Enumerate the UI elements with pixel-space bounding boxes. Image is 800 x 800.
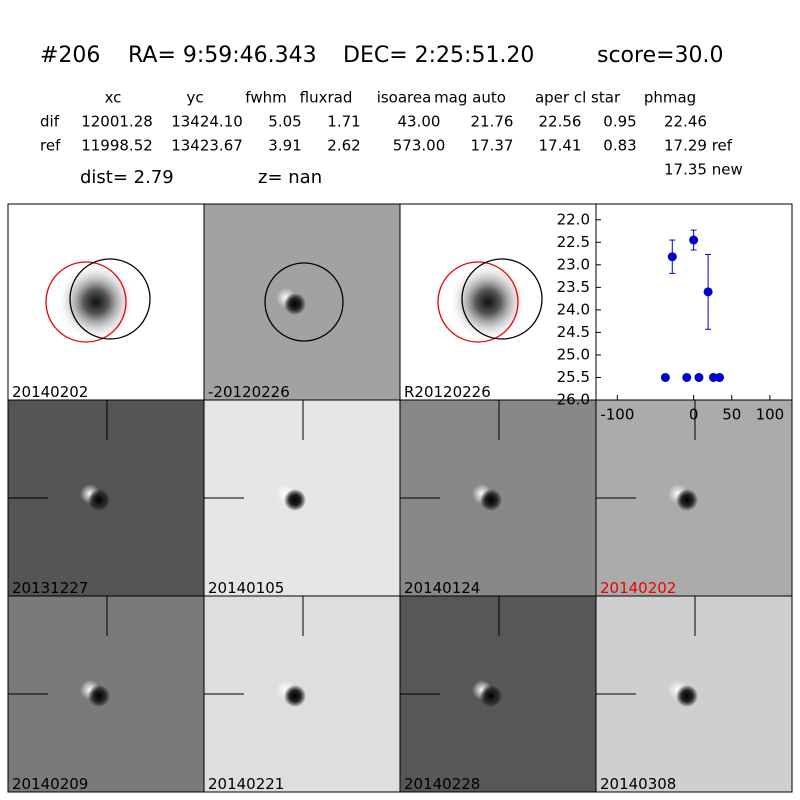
residual xyxy=(284,489,306,511)
x-tick-label: 0 xyxy=(689,406,699,424)
source xyxy=(56,262,136,342)
source xyxy=(448,262,528,342)
point xyxy=(667,252,677,262)
panel-label: 20140124 xyxy=(404,579,480,597)
extra: 17.35 new xyxy=(664,161,743,179)
cell: 22.46 xyxy=(664,113,707,131)
cell: 43.00 xyxy=(398,113,441,131)
cell: 0.95 xyxy=(603,113,636,131)
panel-label: R20120226 xyxy=(404,383,491,401)
y-tick-label: 22.0 xyxy=(557,210,590,228)
residual xyxy=(284,293,306,315)
cell: ref xyxy=(40,137,61,155)
point xyxy=(703,287,713,297)
y-tick-label: 24.0 xyxy=(557,300,590,318)
z: z= nan xyxy=(258,167,322,188)
cell: 3.91 xyxy=(268,137,301,155)
cell: 5.05 xyxy=(268,113,301,131)
cell: 13423.67 xyxy=(171,137,243,155)
panel-label: -20120226 xyxy=(208,383,290,401)
ring xyxy=(69,258,151,340)
cell: 22.56 xyxy=(539,113,582,131)
residual xyxy=(676,489,698,511)
point xyxy=(715,372,725,382)
column-header: xc xyxy=(105,89,122,107)
residual xyxy=(284,685,306,707)
dist: dist= 2.79 xyxy=(80,167,174,188)
y-tick-label: 23.5 xyxy=(557,278,590,296)
y-tick-label: 26.0 xyxy=(557,391,590,409)
ring xyxy=(437,261,519,343)
cell: 17.29 ref xyxy=(664,137,733,155)
cell: 11998.52 xyxy=(81,137,153,155)
column-header: aper xyxy=(535,89,570,107)
x-tick-label: 50 xyxy=(722,406,741,424)
cell: dif xyxy=(40,113,60,131)
ring xyxy=(461,258,543,340)
panel-label: 20140202 xyxy=(12,383,88,401)
residual xyxy=(676,685,698,707)
column-header: yc xyxy=(186,89,203,107)
cell: 1.71 xyxy=(327,113,360,131)
column-header: isoarea xyxy=(377,89,432,107)
cell: 0.83 xyxy=(603,137,636,155)
y-tick-label: 25.5 xyxy=(557,368,590,386)
panel-label: 20140105 xyxy=(208,579,284,597)
column-header: fwhm xyxy=(245,89,286,107)
panel-label: 20140308 xyxy=(600,775,676,793)
x-tick-label: -100 xyxy=(600,406,634,424)
dec: DEC= 2:25:51.20 xyxy=(343,43,534,68)
x-tick-label: 100 xyxy=(756,406,785,424)
residual xyxy=(88,685,110,707)
residual xyxy=(88,489,110,511)
ring xyxy=(45,261,127,343)
score: score=30.0 xyxy=(597,43,724,68)
cell: 21.76 xyxy=(471,113,514,131)
point xyxy=(694,372,704,382)
residual xyxy=(480,685,502,707)
point xyxy=(689,235,699,245)
panel-label: 20140228 xyxy=(404,775,480,793)
ring xyxy=(264,262,344,342)
y-tick-label: 24.5 xyxy=(557,323,590,341)
panel-label: 20140202 xyxy=(600,579,676,597)
panel-label: 20131227 xyxy=(12,579,88,597)
panel-label: 20140221 xyxy=(208,775,284,793)
panel-label: 20140209 xyxy=(12,775,88,793)
column-header: fluxrad xyxy=(300,89,353,107)
column-header: cl star xyxy=(574,89,621,107)
point xyxy=(660,372,670,382)
column-header: phmag xyxy=(644,89,696,107)
column-header: mag auto xyxy=(434,89,506,107)
id: #206 xyxy=(40,43,100,68)
cell: 2.62 xyxy=(327,137,360,155)
point xyxy=(682,372,692,382)
cell: 12001.28 xyxy=(81,113,153,131)
cell: 17.37 xyxy=(471,137,514,155)
cell: 13424.10 xyxy=(171,113,243,131)
y-tick-label: 22.5 xyxy=(557,233,590,251)
y-tick-label: 23.0 xyxy=(557,255,590,273)
residual xyxy=(480,489,502,511)
cell: 17.41 xyxy=(539,137,582,155)
cell: 573.00 xyxy=(393,137,446,155)
y-tick-label: 25.0 xyxy=(557,345,590,363)
ra: RA= 9:59:46.343 xyxy=(128,43,317,68)
